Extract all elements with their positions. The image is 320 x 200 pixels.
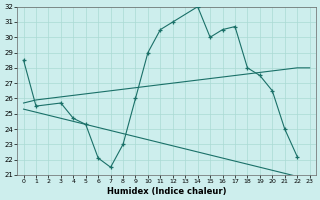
X-axis label: Humidex (Indice chaleur): Humidex (Indice chaleur) <box>107 187 226 196</box>
